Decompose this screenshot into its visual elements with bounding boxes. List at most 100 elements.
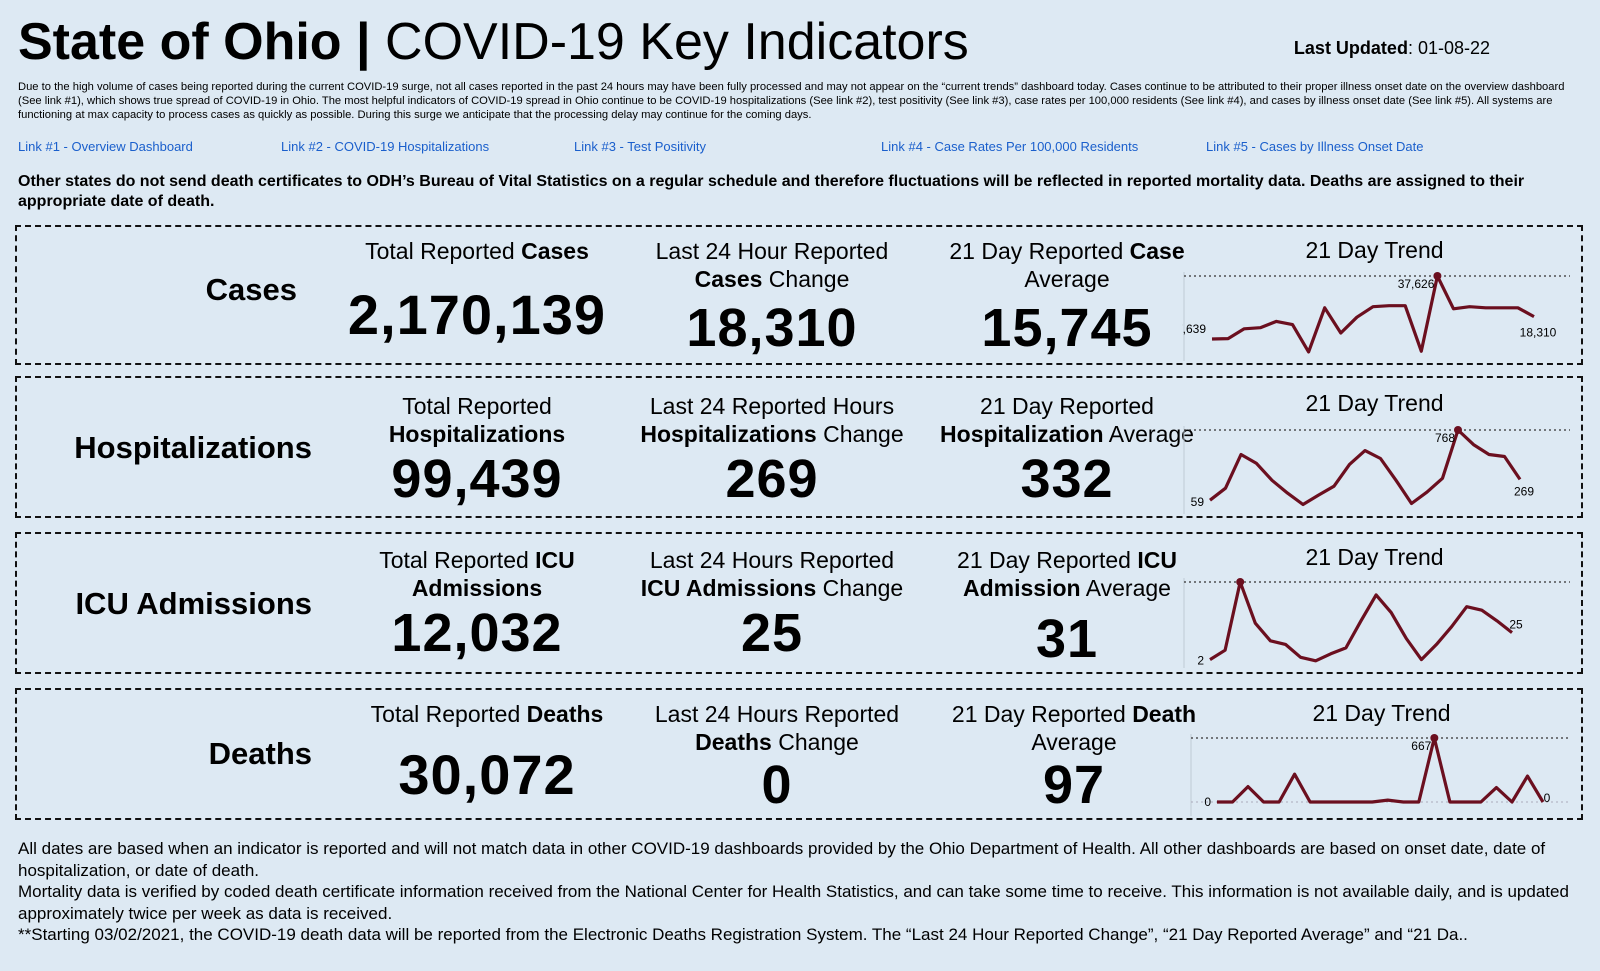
mortality-notice: Other states do not send death certifica… (18, 173, 1525, 210)
header: State of Ohio | COVID-19 Key Indicators … (18, 12, 1580, 72)
footer-note-mortality: Mortality data is verified by coded deat… (18, 882, 1569, 923)
trend-line (1209, 580, 1513, 663)
footer-note-dates: All dates are based when an indicator is… (18, 839, 1546, 880)
deaths-trend-title: 21 Day Trend (1312, 700, 1451, 726)
m1-bold: Hospitalizations (388, 421, 566, 447)
hosp-change-value: 269 (725, 449, 819, 509)
page-title: State of Ohio | COVID-19 Key Indicators (18, 12, 1580, 72)
m1-pre: Total Reported (365, 238, 522, 264)
icu-average-value: 31 (1035, 609, 1099, 669)
last-updated-value: : 01-08-22 (1407, 38, 1490, 58)
m3-pre: 21 Day Reported (980, 393, 1154, 419)
icu-change-value: 25 (740, 603, 804, 663)
link-hospitalizations[interactable]: Link #2 - COVID-19 Hospitalizations (281, 139, 490, 154)
deaths-change-title: Last 24 Hours Reported Deaths Change (622, 700, 932, 756)
trend-end-label: 18,310 (1520, 326, 1557, 340)
icu-panel: ICU Admissions Total Reported ICU Admiss… (15, 532, 1583, 674)
deaths-panel: Deaths Total Reported Deaths 30,072 Last… (15, 688, 1583, 820)
hospitalizations-panel: Hospitalizations Total Reported Hospital… (15, 376, 1583, 518)
m3-post: Average (1103, 421, 1194, 447)
link-case-rates[interactable]: Link #4 - Case Rates Per 100,000 Residen… (881, 139, 1139, 154)
deaths-average-value: 97 (1042, 755, 1106, 815)
panel-label-hospitalizations: Hospitalizations (74, 430, 312, 465)
m1-bold2: Admissions (411, 575, 543, 601)
m3-post: Average (1080, 575, 1171, 601)
hosp-change-title: Last 24 Reported Hours Hospitalizations … (617, 392, 927, 448)
trend-max-label: 37,626 (1398, 277, 1435, 291)
cases-trend-chart: 7,639 37,626 18,310 (1182, 272, 1570, 361)
icu-average-title: 21 Day Reported ICU Admission Average (912, 546, 1222, 602)
trend-start-label: 59 (1191, 495, 1205, 509)
m3-pre: 21 Day Reported (949, 238, 1130, 264)
panel-label-cases: Cases (205, 272, 297, 307)
link-test-positivity[interactable]: Link #3 - Test Positivity (574, 139, 706, 154)
last-updated: Last Updated: 01-08-22 (1294, 38, 1490, 59)
trend-start-label: 7,639 (1182, 322, 1206, 336)
trend-line (1209, 428, 1522, 507)
trend-line (1217, 736, 1545, 804)
m3-post: Average (1024, 266, 1110, 292)
m2-pre: Last 24 Hour Reported (655, 238, 889, 264)
total-cases-value: 2,170,139 (347, 283, 607, 346)
trend-end-label: 25 (1509, 618, 1523, 632)
m2-post: Change (762, 266, 850, 292)
footer-notes: All dates are based when an indicator is… (18, 838, 1583, 946)
deaths-average-title: 21 Day Reported Death Average (919, 700, 1229, 756)
cases-average-value: 15,745 (981, 298, 1153, 358)
m2-post: Change (816, 421, 904, 447)
trend-start-label: 0 (1204, 795, 1211, 809)
m2-bold: ICU Admissions (640, 575, 817, 601)
m3-bold: ICU (1137, 547, 1177, 573)
total-hosp-title: Total Reported Hospitalizations (322, 392, 632, 448)
icu-trend-title: 21 Day Trend (1305, 544, 1444, 570)
deaths-change-value: 0 (761, 755, 793, 815)
m2-post: Change (771, 729, 859, 755)
trend-max-point (1454, 426, 1462, 434)
m2-bold: Hospitalizations (640, 421, 817, 447)
icu-change-title: Last 24 Hours Reported ICU Admissions Ch… (617, 546, 927, 602)
trend-max-label: 768 (1435, 431, 1455, 445)
trend-max-label: 667 (1411, 739, 1431, 753)
total-icu-value: 12,032 (391, 603, 563, 663)
cases-panel: Cases Total Reported Cases 2,170,139 Las… (15, 225, 1583, 365)
m1-pre: Total Reported (402, 393, 552, 419)
total-deaths-value: 30,072 (398, 743, 576, 806)
trend-max-point (1430, 734, 1439, 742)
link-bar: Link #1 - Overview Dashboard Link #2 - C… (18, 139, 1583, 157)
m2-pre: Last 24 Reported Hours (649, 393, 895, 419)
footer-note-edrs: **Starting 03/02/2021, the COVID-19 deat… (18, 925, 1468, 944)
trend-max-point (1433, 272, 1442, 280)
trend-end-label: 0 (1544, 791, 1551, 805)
link-overview-dashboard[interactable]: Link #1 - Overview Dashboard (18, 139, 193, 154)
hosp-trend-chart: 59 768 269 (1183, 426, 1570, 514)
title-rest: COVID-19 Key Indicators (385, 13, 969, 71)
icu-trend-chart: 2 25 (1183, 578, 1570, 668)
total-hosp-value: 99,439 (391, 449, 563, 509)
trend-max-point (1236, 578, 1245, 586)
m2-pre: Last 24 Hours Reported (654, 701, 900, 727)
m1-bold: Cases (521, 238, 589, 264)
cases-change-value: 18,310 (686, 298, 858, 358)
m3-pre: 21 Day Reported (957, 547, 1138, 573)
link-cases-by-onset[interactable]: Link #5 - Cases by Illness Onset Date (1206, 139, 1424, 154)
hosp-average-value: 332 (1020, 449, 1114, 509)
m3-bold: Hospitalization (940, 421, 1104, 447)
m3-pre: 21 Day Reported (951, 701, 1133, 727)
m1-bold: Deaths (526, 701, 604, 727)
hosp-trend-title: 21 Day Trend (1305, 390, 1444, 416)
m1-bold: ICU (535, 547, 575, 573)
m1-pre: Total Reported (370, 701, 527, 727)
m1-pre: Total Reported (379, 547, 536, 573)
cases-change-title: Last 24 Hour Reported Cases Change (617, 237, 927, 293)
last-updated-label: Last Updated (1293, 38, 1408, 58)
m2-pre: Last 24 Hours Reported (649, 547, 895, 573)
total-icu-title: Total Reported ICU Admissions (322, 546, 632, 602)
deaths-trend-chart: 0 667 0 (1190, 734, 1569, 816)
m2-bold: Deaths (695, 729, 772, 755)
cases-average-title: 21 Day Reported Case Average (912, 237, 1222, 293)
trend-line (1211, 274, 1535, 354)
m3-post: Average (1031, 729, 1117, 755)
m2-bold: Cases (694, 266, 763, 292)
panel-label-deaths: Deaths (208, 736, 312, 771)
total-deaths-title: Total Reported Deaths (332, 700, 642, 728)
